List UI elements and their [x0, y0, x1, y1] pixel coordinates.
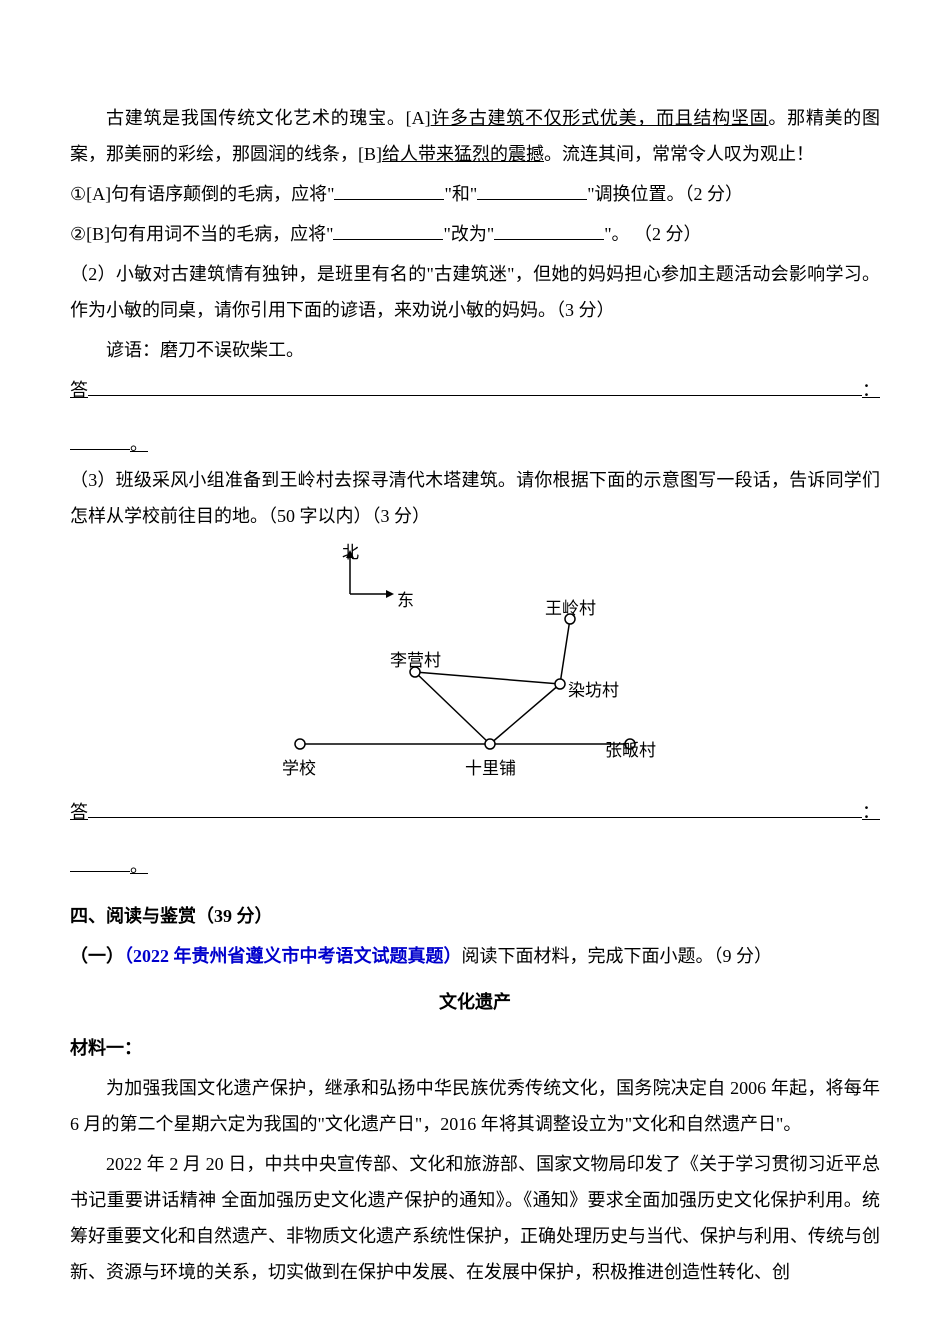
q2-proverb: 谚语：磨刀不误砍柴工。: [70, 332, 880, 368]
section4-title: 四、阅读与鉴赏（39 分）: [70, 898, 880, 934]
q1-a: ①[A]句有语序颠倒的毛病，应将" "和" "调换位置。（2 分）: [70, 176, 880, 212]
map-diagram-container: 北 东 学校 十里铺 张畈村 李营村 染坊村 王岭村: [70, 544, 880, 784]
node-shilipu: 十里铺: [465, 752, 516, 786]
intro-u1: 许多古建筑不仅形式优美，而且结构坚固: [431, 108, 769, 128]
blank-1[interactable]: [334, 182, 444, 200]
section4-sub1: （一）（2022 年贵州省遵义市中考语文试题真题）阅读下面材料，完成下面小题。（…: [70, 938, 880, 974]
intro-paragraph: 古建筑是我国传统文化艺术的瑰宝。[A]许多古建筑不仅形式优美，而且结构坚固。那精…: [70, 100, 880, 172]
intro-u2: 给人带来猛烈的震撼: [382, 144, 544, 164]
q1-a-suffix: "调换位置。（2 分）: [587, 184, 743, 204]
q1-b-mid: "改为": [443, 224, 494, 244]
ans-label-1: 答: [70, 372, 88, 408]
node-liying: 李营村: [390, 644, 441, 678]
answer-fill-1[interactable]: [88, 374, 862, 396]
center-title: 文化遗产: [70, 984, 880, 1020]
ans-label-2: 答: [70, 794, 88, 830]
q2-text: （2）小敏对古建筑情有独钟，是班里有名的"古建筑迷"，但她的妈妈担心参加主题活动…: [70, 256, 880, 328]
q3-text: （3）班级采风小组准备到王岭村去探寻清代木塔建筑。请你根据下面的示意图写一段话，…: [70, 462, 880, 534]
answer-line-2: 答 ：: [70, 794, 880, 830]
node-zhangxi: 张畈村: [605, 734, 656, 768]
map-diagram: 北 东 学校 十里铺 张畈村 李营村 染坊村 王岭村: [260, 544, 690, 784]
blank-2[interactable]: [477, 182, 587, 200]
blank-4[interactable]: [494, 222, 604, 240]
node-ranfang: 染坊村: [568, 674, 619, 708]
answer-line-1: 答 ：: [70, 372, 880, 408]
compass-north: 北: [342, 536, 359, 570]
q1-b-suffix: "。 （2 分）: [604, 224, 701, 244]
q1-b-prefix: ②[B]句有用词不当的毛病，应将": [70, 224, 333, 244]
answer-short-2[interactable]: [70, 854, 130, 872]
mat1-p2: 2022 年 2 月 20 日，中共中央宣传部、文化和旅游部、国家文物局印发了《…: [70, 1146, 880, 1290]
sub1-blue: （2022 年贵州省遵义市中考语文试题真题）: [124, 946, 462, 966]
sub1-prefix: （一）: [70, 946, 124, 966]
compass-east: 东: [397, 584, 414, 618]
ans-colon-1: ：: [862, 372, 880, 408]
q1-b: ②[B]句有用词不当的毛病，应将" "改为" "。 （2 分）: [70, 216, 880, 252]
mat1-label: 材料一：: [70, 1030, 880, 1066]
q1-a-prefix: ①[A]句有语序颠倒的毛病，应将": [70, 184, 334, 204]
intro-t1: 古建筑是我国传统文化艺术的瑰宝。[A]: [106, 108, 431, 128]
node-wangling: 王岭村: [545, 592, 596, 626]
ans-colon-2: ：: [862, 794, 880, 830]
node-school: 学校: [282, 752, 316, 786]
blank-3[interactable]: [333, 222, 443, 240]
intro-t3: 。流连其间，常常令人叹为观止！: [544, 144, 814, 164]
sub1-suffix: 阅读下面材料，完成下面小题。（9 分）: [462, 946, 773, 966]
ans-period-2: 。: [130, 856, 148, 876]
q1-a-mid: "和": [444, 184, 477, 204]
answer-end-1: 。: [70, 426, 880, 462]
ans-period-1: 。: [130, 434, 148, 454]
answer-end-2: 。: [70, 848, 880, 884]
mat1-p1: 为加强我国文化遗产保护，继承和弘扬中华民族优秀传统文化，国务院决定自 2006 …: [70, 1070, 880, 1142]
answer-fill-2[interactable]: [88, 796, 862, 818]
answer-short-1[interactable]: [70, 432, 130, 450]
